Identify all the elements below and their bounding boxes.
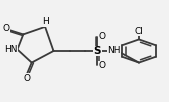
Text: O: O — [99, 61, 106, 70]
Text: S: S — [94, 46, 101, 56]
Text: NH: NH — [108, 47, 121, 55]
Text: HN: HN — [4, 45, 17, 54]
Text: Cl: Cl — [135, 27, 143, 36]
Text: H: H — [42, 17, 49, 26]
Text: O: O — [23, 74, 30, 83]
Text: O: O — [99, 32, 106, 41]
Text: O: O — [3, 24, 10, 33]
